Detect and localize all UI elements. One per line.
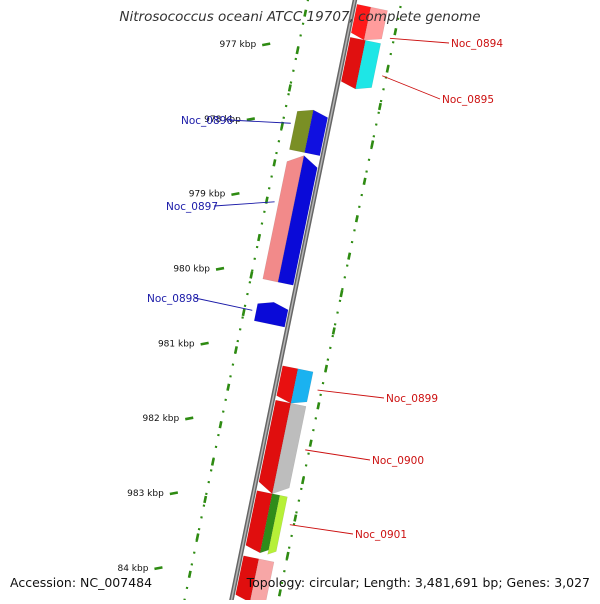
minor-tick [293,514,298,522]
kbp-tick-label: 981 kbp [158,339,195,349]
callout-line [289,524,354,535]
gene-arrow-noc_0899[interactable] [290,368,314,404]
gene-label-noc_0901[interactable]: Noc_0901 [355,529,407,541]
gene-arrow-noc_0900[interactable] [271,402,307,495]
kbp-tick [169,491,179,496]
minor-tick [187,570,192,578]
gene-arrow-noc_0896[interactable] [304,109,328,156]
minor-tick [385,65,390,73]
minor-tick [362,177,367,186]
minor-tick [285,551,290,560]
minor-tick [308,439,313,447]
callout-line [213,201,275,207]
accession-text: Accession: NC_007484 [10,575,153,590]
gene-label-noc_0896[interactable]: Noc_0896 [181,115,233,127]
minor-tick [249,271,254,279]
minor-tick [241,308,246,317]
kbp-tick-label: 978 kbp [204,115,241,125]
minor-tick [301,476,305,485]
minor-tick [339,289,344,298]
genome-backbone-highlight [229,0,356,604]
gene-arrow-noc_0894[interactable] [363,6,388,41]
kbp-tick-label: 980 kbp [173,265,210,275]
kbp-tick-label: 979 kbp [189,190,226,200]
minor-tick [218,420,223,429]
kbp-tick [154,566,163,571]
gene-label-noc_0894[interactable]: Noc_0894 [451,38,503,50]
kbp-ticks: 977 kbp 978 kbp 979 kbp 980 kbp 981 kbp 982 k… [117,40,271,574]
gene-arrow-noc_0901[interactable] [259,493,281,554]
minor-tick [331,327,336,335]
minor-tick [195,533,200,541]
topology-summary: Topology: circular; Length: 3,481,691 bp… [246,575,590,590]
kbp-tick [184,416,194,421]
kbp-tick [246,117,256,122]
minor-tick [303,9,308,17]
minor-tick [226,383,231,391]
minor-tick [210,458,215,466]
kbp-tick-label: 983 kbp [127,489,164,499]
callout-line [382,75,441,100]
minor-tick [377,102,382,111]
minor-ticks [187,9,398,597]
minor-tick [295,46,300,55]
minor-tick [233,346,238,354]
gene-arrow-noc_0901[interactable] [245,490,273,554]
kbp-tick [231,191,240,197]
callout-line [317,389,385,399]
map-title: Nitrosococcus oceani ATCC 19707, complet… [119,9,481,25]
minor-tick [393,27,398,36]
gene-arrow-noc_0895[interactable] [355,40,381,90]
gene-callouts: Noc_0894 Noc_0895 Noc_0896 Noc_0897 Noc_0898… [147,37,503,541]
minor-tick [272,159,277,167]
callout-line [228,119,291,124]
callout-line [305,449,371,461]
minor-tick [257,233,262,242]
gene-arrow-noc_0897[interactable] [277,155,318,286]
minor-tick [203,495,208,504]
gene-label-noc_0900[interactable]: Noc_0900 [372,455,424,467]
kbp-tick-label: 977 kbp [220,40,257,50]
kbp-tick [200,341,209,346]
gene-label-noc_0895[interactable]: Noc_0895 [442,94,494,106]
minor-tick [316,402,321,410]
minor-tick [347,252,352,260]
callout-line [389,37,450,44]
kbp-tick [215,266,225,271]
gene-label-noc_0897[interactable]: Noc_0897 [166,201,218,213]
kbp-tick-label: 84 kbp [117,564,148,574]
kbp-tick-label: 982 kbp [143,414,180,424]
minor-tick [354,215,359,223]
gene-label-noc_0898[interactable]: Noc_0898 [147,293,199,305]
gene-track [235,4,388,603]
kbp-tick [261,42,271,47]
callout-line [194,297,253,311]
minor-tick [287,84,292,92]
gene-arrow-noc_0898[interactable] [253,302,289,328]
gene-arrow-noc_0901[interactable] [267,495,288,555]
minor-tick [370,140,375,148]
gene-label-noc_0899[interactable]: Noc_0899 [386,393,438,405]
minor-tick [324,364,329,373]
minor-tick [277,589,282,597]
